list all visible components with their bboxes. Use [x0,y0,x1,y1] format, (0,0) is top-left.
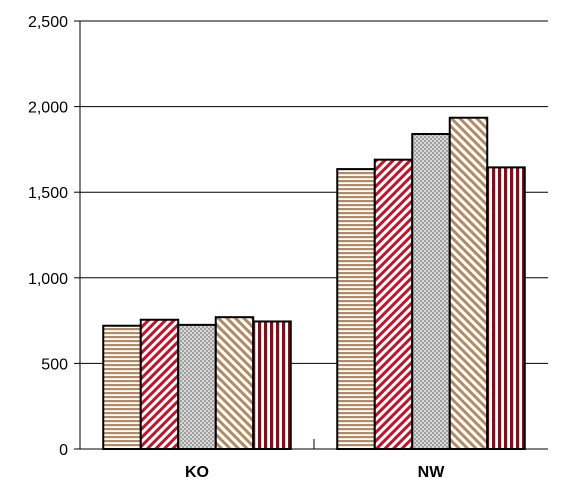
y-tick-label: 0 [59,442,68,459]
bar-ko-series-5 [252,320,292,450]
x-category-label: KO [185,464,209,481]
bars [102,116,526,451]
bar-nw-series-3 [411,132,451,450]
y-tick-label: 500 [41,356,68,373]
bar-nw-series-2 [373,158,414,450]
y-tick-label: 1,000 [28,271,68,288]
bar-nw-series-1 [336,168,376,450]
tick-labels: 0 500 1,000 1,500 2,000 2,500 KO NW [28,14,445,481]
bar-nw-series-5 [486,166,526,450]
axes [74,20,548,450]
y-tick-label: 1,500 [28,185,68,202]
bar-nw-series-4 [448,116,489,450]
bar-ko-series-1 [102,324,142,450]
bar-ko-series-3 [177,323,217,451]
y-tick-label: 2,000 [28,100,68,117]
y-tick-label: 2,500 [28,14,68,31]
x-category-label: NW [418,464,446,481]
bar-ko-series-4 [214,316,255,450]
bar-ko-series-2 [139,318,180,450]
